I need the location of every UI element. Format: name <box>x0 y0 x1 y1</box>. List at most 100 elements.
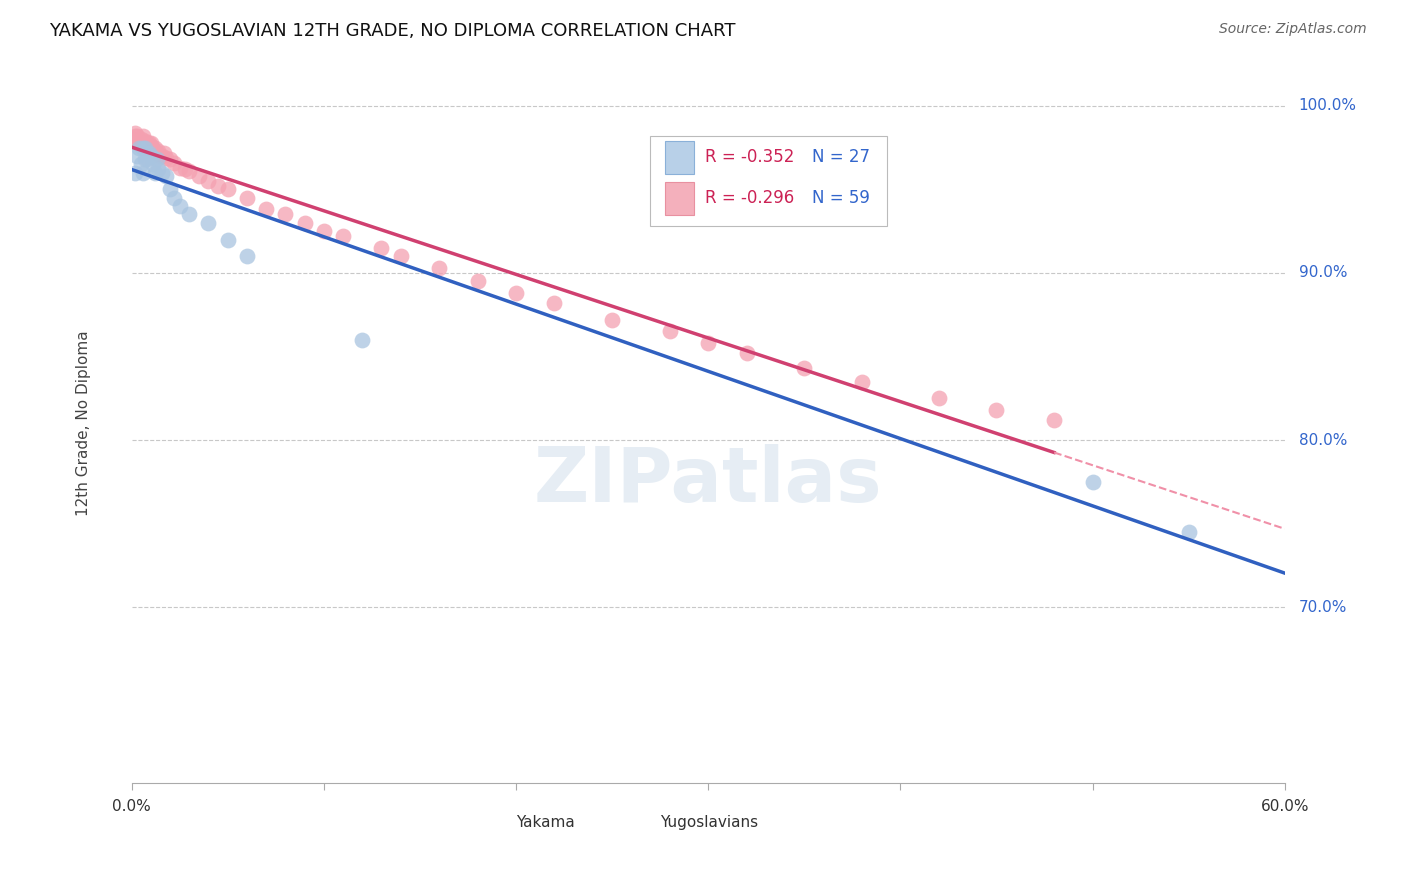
Point <box>129 132 152 146</box>
Point <box>793 361 815 376</box>
Point <box>179 207 201 221</box>
Point <box>505 285 527 300</box>
Point <box>127 149 149 163</box>
Point <box>142 142 165 156</box>
Point <box>735 346 758 360</box>
Point <box>159 153 181 167</box>
Point <box>274 207 297 221</box>
Point <box>132 140 155 154</box>
Point <box>658 325 681 339</box>
Text: 90.0%: 90.0% <box>1299 266 1347 280</box>
Point <box>851 375 873 389</box>
Point <box>139 149 162 163</box>
Point <box>294 216 316 230</box>
Point <box>1043 413 1066 427</box>
Text: N = 27: N = 27 <box>811 148 870 167</box>
Point <box>312 224 335 238</box>
Point <box>389 249 412 263</box>
Point <box>129 136 152 150</box>
Point <box>197 174 219 188</box>
Text: ZIPatlas: ZIPatlas <box>534 444 883 518</box>
Point <box>127 128 149 143</box>
Point <box>150 149 173 163</box>
Point <box>134 137 156 152</box>
Point <box>134 140 156 154</box>
Point <box>149 149 172 163</box>
Text: 80.0%: 80.0% <box>1299 433 1347 448</box>
Point <box>169 161 191 175</box>
Text: N = 59: N = 59 <box>811 189 870 208</box>
Point <box>217 233 239 247</box>
Point <box>148 162 170 177</box>
Point <box>122 132 145 146</box>
Text: Source: ZipAtlas.com: Source: ZipAtlas.com <box>1219 22 1367 37</box>
Text: 0.0%: 0.0% <box>112 799 150 814</box>
Point <box>697 336 720 351</box>
Text: 60.0%: 60.0% <box>1261 799 1309 814</box>
Point <box>986 403 1008 417</box>
Point <box>127 136 149 150</box>
Point <box>427 260 450 275</box>
Text: R = -0.352: R = -0.352 <box>704 148 794 167</box>
Point <box>145 153 167 167</box>
Point <box>128 140 150 154</box>
Point <box>128 134 150 148</box>
Point <box>370 241 392 255</box>
Text: 100.0%: 100.0% <box>1299 98 1357 113</box>
Point <box>135 136 157 150</box>
Point <box>236 249 259 263</box>
Point <box>148 144 170 158</box>
Point <box>138 136 160 150</box>
Point <box>139 139 162 153</box>
Point <box>155 151 177 165</box>
Point <box>163 155 186 169</box>
Point <box>139 136 162 150</box>
Point <box>197 216 219 230</box>
Point <box>135 153 157 167</box>
Point <box>129 157 152 171</box>
Text: 70.0%: 70.0% <box>1299 599 1347 615</box>
Point <box>143 140 166 154</box>
Point <box>145 145 167 160</box>
Point <box>236 191 259 205</box>
Point <box>155 169 177 183</box>
Point <box>142 157 165 171</box>
Point <box>1081 475 1104 489</box>
Point <box>217 182 239 196</box>
Point <box>124 128 146 143</box>
Point <box>128 137 150 152</box>
Point <box>179 164 201 178</box>
Point <box>207 179 229 194</box>
Point <box>134 134 156 148</box>
Point <box>1177 524 1199 539</box>
Point <box>124 166 146 180</box>
Text: Yakama: Yakama <box>516 814 574 830</box>
Text: Yugoslavians: Yugoslavians <box>659 814 758 830</box>
Point <box>928 392 950 406</box>
Point <box>138 140 160 154</box>
Point <box>163 191 186 205</box>
Text: 12th Grade, No Diploma: 12th Grade, No Diploma <box>76 331 90 516</box>
Bar <box>484 811 509 834</box>
Point <box>254 202 277 217</box>
Point <box>132 128 155 143</box>
Point <box>153 145 176 160</box>
Point <box>134 153 156 167</box>
Point <box>174 162 197 177</box>
Point <box>132 166 155 180</box>
Point <box>467 274 489 288</box>
FancyBboxPatch shape <box>651 136 887 226</box>
Bar <box>665 141 695 174</box>
Point <box>134 140 156 154</box>
Point <box>600 312 623 326</box>
Text: R = -0.296: R = -0.296 <box>704 189 794 208</box>
Point <box>135 140 157 154</box>
Point <box>150 166 173 180</box>
Point <box>132 136 155 150</box>
Bar <box>665 182 695 215</box>
Text: YAKAMA VS YUGOSLAVIAN 12TH GRADE, NO DIPLOMA CORRELATION CHART: YAKAMA VS YUGOSLAVIAN 12TH GRADE, NO DIP… <box>49 22 735 40</box>
Point <box>187 169 209 183</box>
Bar <box>627 811 652 834</box>
Point <box>124 126 146 140</box>
Point <box>352 333 374 347</box>
